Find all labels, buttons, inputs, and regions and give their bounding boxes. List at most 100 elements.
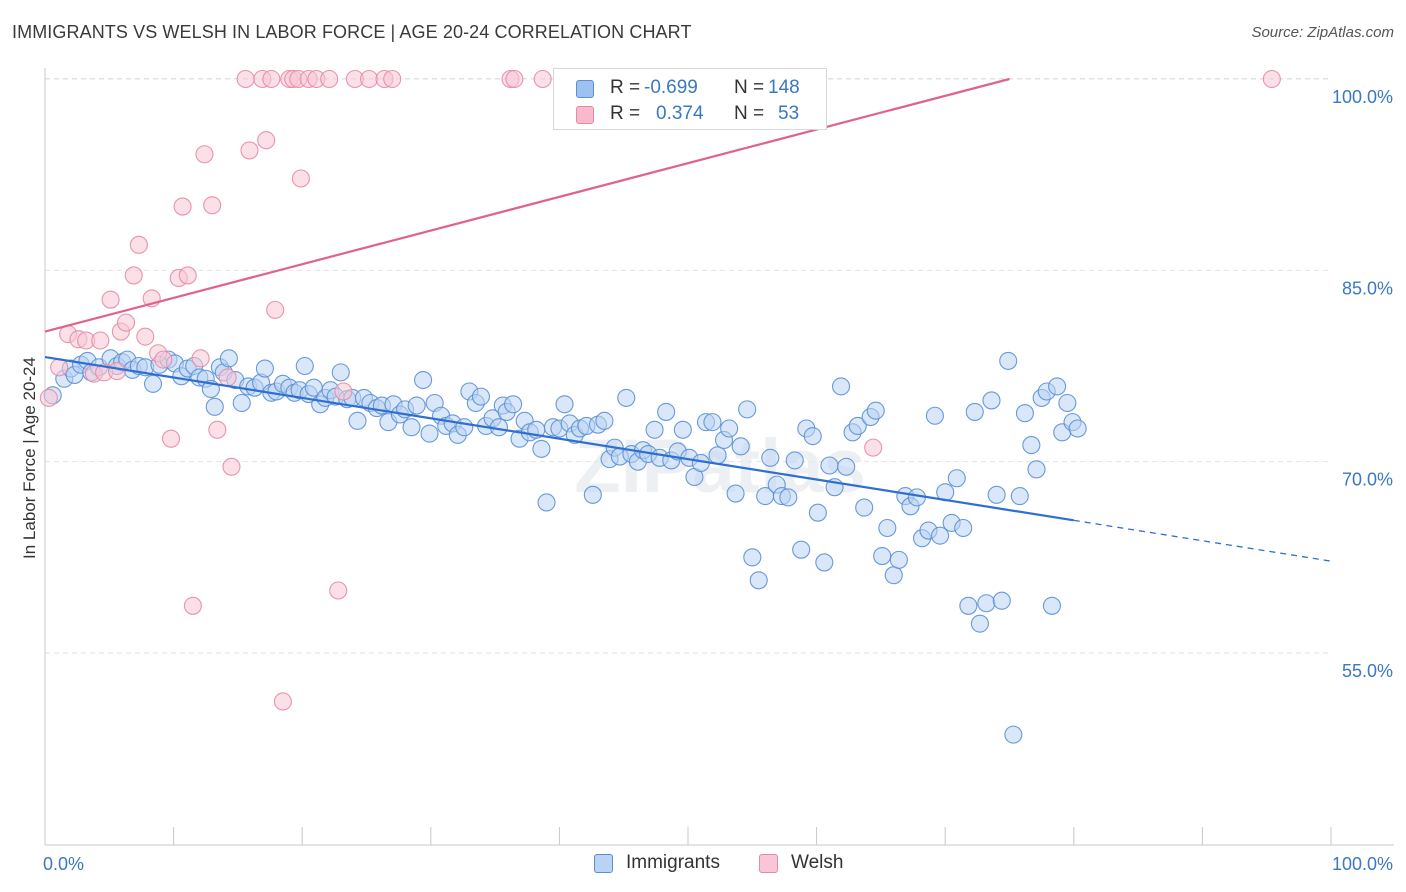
immigrants-point: [815, 553, 834, 572]
immigrants-point: [889, 550, 908, 569]
immigrants-point: [1004, 725, 1023, 744]
immigrants-point: [931, 526, 950, 545]
immigrants-point: [420, 424, 439, 443]
immigrants-point: [504, 395, 523, 414]
immigrants-point: [837, 457, 856, 476]
axes: [44, 68, 1394, 846]
immigrants-point: [977, 594, 996, 613]
immigrants-point: [848, 416, 867, 436]
immigrants-point: [348, 411, 367, 430]
welsh-point: [864, 438, 883, 457]
welsh-point: [505, 69, 524, 89]
immigrants-point: [855, 498, 874, 517]
source-attribution: Source: ZipAtlas.com: [1251, 24, 1394, 41]
immigrants-point: [1042, 596, 1061, 615]
welsh-point: [203, 196, 222, 215]
welsh-point: [39, 388, 58, 407]
welsh-point: [101, 290, 120, 309]
welsh-point: [273, 692, 292, 711]
welsh-point: [195, 145, 214, 164]
immigrants-point: [954, 518, 973, 538]
legend-swatch-welsh: [576, 106, 594, 124]
welsh-point: [183, 596, 202, 615]
y-tick-labels: 55.0% 70.0% 85.0% 100.0%: [1332, 87, 1393, 681]
immigrants-point: [959, 596, 978, 615]
welsh-point: [173, 197, 192, 216]
immigrants-point: [820, 456, 839, 475]
welsh-point: [218, 368, 237, 387]
legend-n-label: N =: [734, 103, 765, 124]
immigrants-point: [738, 400, 757, 419]
immigrants-point: [532, 439, 551, 458]
immigrants-trend-line: [44, 355, 1074, 522]
immigrants-point: [1048, 377, 1067, 396]
legend-n-value: 148: [768, 77, 800, 98]
immigrants-point: [232, 393, 251, 413]
immigrants-point: [1058, 393, 1077, 413]
immigrants-point: [617, 388, 636, 407]
y-tick-label: 55.0%: [1342, 661, 1393, 681]
immigrants-point: [595, 411, 614, 430]
immigrants-point: [987, 485, 1006, 504]
immigrants-point: [731, 437, 750, 456]
immigrants-point: [657, 402, 676, 421]
immigrants-point: [808, 503, 827, 522]
immigrants-point: [866, 401, 885, 420]
immigrants-point: [471, 387, 491, 406]
chart-title: IMMIGRANTS VS WELSH IN LABOR FORCE | AGE…: [12, 22, 692, 42]
immigrants-point: [1022, 436, 1041, 455]
immigrants-point: [970, 614, 989, 633]
immigrants-point: [873, 547, 892, 566]
immigrants-point: [999, 351, 1018, 370]
immigrants-point: [1015, 404, 1034, 423]
immigrants-point: [761, 448, 780, 467]
immigrants-point: [720, 419, 739, 438]
immigrants-point: [743, 548, 762, 567]
welsh-point: [178, 266, 197, 285]
y-tick-label: 70.0%: [1342, 470, 1393, 490]
welsh-point: [533, 69, 552, 89]
bottom-legend-label: Welsh: [791, 852, 844, 873]
welsh-point: [329, 581, 348, 600]
immigrants-point: [205, 397, 224, 416]
immigrants-point: [402, 418, 421, 437]
welsh-point: [236, 69, 255, 89]
welsh-point: [360, 69, 379, 89]
legend-r-label: R =: [610, 77, 641, 98]
welsh-point: [136, 327, 155, 346]
y-tick-label: 85.0%: [1342, 278, 1393, 298]
immigrants-point: [925, 406, 944, 425]
welsh-point: [208, 420, 227, 439]
legend-swatch-immigrants: [576, 80, 594, 98]
immigrants-point: [884, 566, 903, 585]
welsh-point: [383, 69, 402, 89]
immigrants-trend-extension: [1073, 519, 1332, 562]
immigrants-point: [673, 420, 692, 439]
x-tick-labels: 0.0% 100.0%: [43, 854, 1393, 874]
immigrants-point: [992, 591, 1011, 610]
welsh-point: [291, 169, 310, 188]
welsh-point: [240, 141, 259, 160]
legend-r-value: 0.374: [656, 103, 704, 124]
welsh-point: [124, 266, 143, 285]
legend-n-label: N =: [734, 77, 765, 98]
welsh-point: [91, 331, 110, 350]
immigrants-point: [255, 359, 274, 378]
x-tick-label: 0.0%: [43, 854, 84, 874]
welsh-trend-line: [44, 77, 1010, 333]
welsh-point: [161, 429, 181, 448]
immigrants-point: [726, 484, 745, 503]
immigrants-point: [583, 485, 602, 504]
immigrants-point: [803, 427, 822, 446]
bottom-legend-label: Immigrants: [626, 852, 720, 873]
immigrants-point: [295, 356, 314, 376]
welsh-point: [107, 362, 127, 381]
welsh-point: [320, 69, 339, 89]
immigrants-point: [219, 349, 238, 368]
immigrants-point: [331, 363, 350, 382]
legend-r-value: -0.699: [644, 77, 698, 98]
bottom-legend-swatch-immigrants: [594, 854, 613, 873]
legend-r-label: R =: [610, 103, 641, 124]
immigrants-point: [537, 493, 556, 512]
